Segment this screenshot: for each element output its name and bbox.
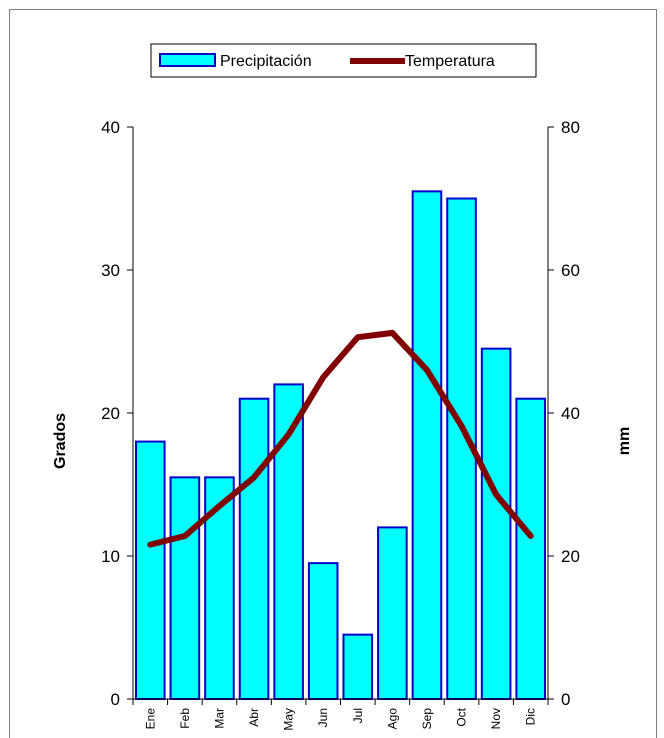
bar-ago [377,526,408,701]
right-axis-title: mm [616,427,633,455]
legend-label-precipitacion: Precipitación [220,53,312,70]
legend: Precipitación Temperatura [150,43,537,78]
left-tick-label-20: 20 [101,404,120,423]
bar-feb [169,476,201,700]
x-tick-label-nov: Nov [489,708,503,729]
x-tick-label-mar: Mar [213,708,227,729]
left-tick-label-30: 30 [101,261,120,280]
point-dic [530,535,532,537]
bar-ene [135,440,166,700]
x-tick-label-feb: Feb [178,708,192,729]
point-feb [184,535,186,537]
line-series-temperatura [147,329,534,548]
right-tick-label-0: 0 [561,690,570,709]
point-mar [218,505,220,507]
x-tick-label-may: May [282,708,296,731]
x-tick-label-abr: Abr [247,708,261,727]
right-tick-label-80: 80 [561,118,580,137]
legend-label-temperatura: Temperatura [405,53,495,70]
x-tick-label-jun: Jun [316,708,330,727]
bar-jun [307,562,339,701]
left-tick-label-40: 40 [101,118,120,137]
point-nov [495,494,497,496]
bar-mar [204,476,235,700]
x-tick-label-ene: Ene [143,708,157,730]
point-may [288,433,290,435]
x-tick-label-dic: Dic [524,708,538,725]
x-tick-label-sep: Sep [420,708,434,730]
x-tick-label-jul: Jul [351,708,365,723]
left-axis-title: Grados [52,413,69,469]
legend-swatch-precipitacion [159,53,216,67]
point-ago [391,332,393,334]
bar-dic [515,397,547,700]
point-jul [357,336,359,338]
point-ene [149,544,151,546]
bar-abr [238,397,270,700]
x-tick-label-ago: Ago [385,708,399,730]
bar-jul [342,633,374,701]
point-jun [322,376,324,378]
point-abr [253,476,255,478]
right-tick-label-60: 60 [561,261,580,280]
bar-nov [480,347,512,700]
bar-series-precipitacion [135,190,547,701]
right-tick-label-20: 20 [561,547,580,566]
temperatura-line [147,329,534,548]
tick-labels: 0 10 20 30 40 0 20 40 60 80 Ene Feb Mar Abr May Jun Jul A… [101,118,580,731]
axes [127,126,554,705]
left-tick-label-0: 0 [111,690,120,709]
left-tick-label-10: 10 [101,547,120,566]
point-sep [426,369,428,371]
x-tick-label-oct: Oct [455,707,469,726]
right-tick-label-40: 40 [561,404,580,423]
point-oct [461,425,463,427]
bar-sep [411,190,443,700]
